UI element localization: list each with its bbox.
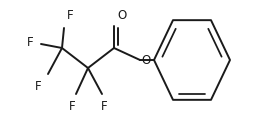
Text: F: F [26, 35, 33, 49]
Text: O: O [117, 9, 127, 22]
Text: F: F [69, 100, 75, 113]
Text: F: F [101, 100, 107, 113]
Text: F: F [67, 9, 73, 22]
Text: O: O [141, 54, 150, 67]
Text: F: F [35, 80, 42, 93]
